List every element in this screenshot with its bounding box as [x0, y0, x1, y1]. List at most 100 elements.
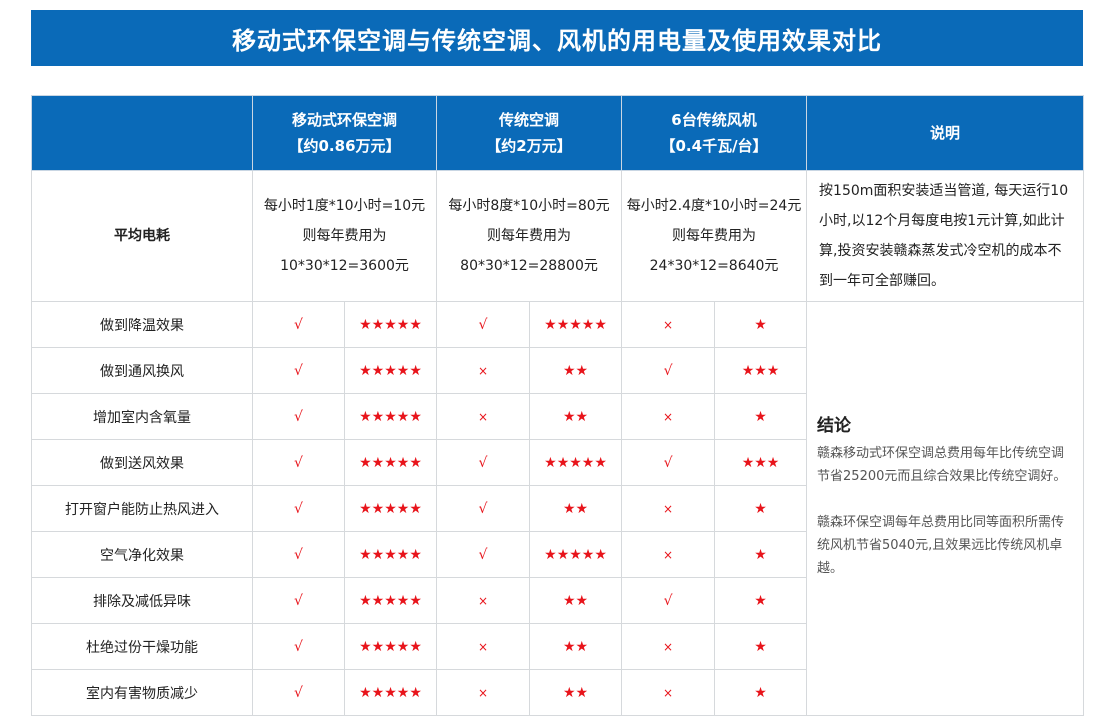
header-traditional-ac: 传统空调【约2万元】 — [436, 95, 623, 171]
check-mark: √ — [252, 577, 345, 624]
check-mark: √ — [252, 669, 345, 716]
header-price: 【0.4千瓦/台】 — [660, 137, 768, 155]
table-row: 空气净化效果 √ ★★★★★ √ ★★★★★ × ★ — [31, 531, 1084, 578]
row-label: 打开窗户能防止热风进入 — [31, 485, 253, 532]
header-name: 传统空调 — [499, 111, 560, 129]
cross-mark: × — [436, 347, 531, 394]
power-cell: 每小时8度*10小时=80元 则每年费用为 80*30*12=28800元 — [436, 170, 623, 302]
check-mark: √ — [621, 577, 716, 624]
star-rating: ★★★★★ — [343, 301, 438, 348]
cross-mark: × — [436, 577, 531, 624]
power-line: 则每年费用为 — [302, 228, 387, 244]
header-price: 【约2万元】 — [486, 137, 572, 155]
star-rating: ★★ — [529, 577, 623, 624]
header-fans: 6台传统风机 【0.4千瓦/台】 — [621, 95, 808, 171]
row-label: 排除及减低异味 — [31, 577, 253, 624]
power-line: 每小时1度*10小时=10元 — [263, 198, 426, 214]
power-row: 平均电耗 每小时1度*10小时=10元 则每年费用为 10*30*12=3600元 … — [31, 170, 1085, 302]
power-line: 则每年费用为 — [672, 228, 757, 244]
star-rating: ★★★★★ — [343, 577, 438, 624]
power-line: 每小时8度*10小时=80元 — [448, 198, 610, 214]
check-mark: √ — [436, 485, 531, 532]
power-cell: 每小时2.4度*10小时=24元 则每年费用为 24*30*12=8640元 — [621, 170, 808, 302]
power-note: 按150m面积安装适当管道, 每天运行10小时,以12个月每度电按1元计算,如此… — [806, 170, 1085, 302]
cross-mark: × — [621, 531, 716, 578]
star-rating: ★ — [714, 669, 808, 716]
star-rating: ★★★★★ — [343, 531, 438, 578]
star-rating: ★★★★★ — [343, 669, 438, 716]
header-blank — [31, 95, 253, 171]
star-rating: ★★★ — [714, 347, 808, 394]
power-line: 每小时2.4度*10小时=24元 — [626, 198, 802, 214]
row-label: 做到降温效果 — [31, 301, 253, 348]
power-cell: 每小时1度*10小时=10元 则每年费用为 10*30*12=3600元 — [251, 170, 438, 302]
check-mark: √ — [621, 439, 716, 486]
cross-mark: × — [621, 669, 716, 716]
check-mark: √ — [436, 301, 531, 348]
table-row: 做到降温效果 √ ★★★★★ √ ★★★★★ × ★ 结论 赣森移动式环保空调总费用每年比传… — [31, 301, 1085, 716]
cross-mark: × — [621, 393, 716, 440]
cross-mark: × — [621, 623, 716, 670]
header-mobile-ac: 移动式环保空调 【约0.86万元】 — [251, 95, 438, 171]
row-label: 室内有害物质减少 — [31, 669, 253, 716]
cross-mark: × — [436, 669, 531, 716]
table-row: 排除及减低异味 √ ★★★★★ × ★★ √ ★ — [31, 577, 1084, 624]
cross-mark: × — [621, 301, 716, 348]
header-name: 移动式环保空调 — [292, 111, 398, 129]
check-mark: √ — [252, 439, 345, 486]
row-label: 空气净化效果 — [31, 531, 253, 578]
star-rating: ★ — [714, 623, 808, 670]
conclusion: 结论 赣森移动式环保空调总费用每年比传统空调节省25200元而且综合效果比传统空… — [806, 301, 1085, 716]
row-label: 做到通风换风 — [31, 347, 253, 394]
table-row: 室内有害物质减少 √ ★★★★★ × ★★ × ★ — [31, 669, 1084, 716]
star-rating: ★★ — [529, 623, 623, 670]
header-row: 移动式环保空调 【约0.86万元】 传统空调【约2万元】 6台传统风机 【0.4千瓦… — [31, 95, 1085, 171]
power-line: 10*30*12=3600元 — [280, 258, 409, 274]
star-rating: ★★★★★ — [343, 485, 438, 532]
check-mark: √ — [252, 485, 345, 532]
check-mark: √ — [252, 301, 345, 348]
power-line: 80*30*12=28800元 — [460, 258, 598, 274]
power-line: 则每年费用为 — [487, 228, 572, 244]
table-row: 杜绝过份干燥功能 √ ★★★★★ × ★★ × ★ — [31, 623, 1084, 670]
star-rating: ★★★★★ — [343, 393, 438, 440]
row-label: 杜绝过份干燥功能 — [31, 623, 253, 670]
check-mark: √ — [252, 531, 345, 578]
star-rating: ★★★★★ — [529, 301, 623, 348]
check-mark: √ — [621, 347, 716, 394]
conclusion-paragraph: 赣森移动式环保空调总费用每年比传统空调节省25200元而且综合效果比传统空调好。 — [817, 445, 1067, 484]
header-name: 6台传统风机 — [671, 111, 757, 129]
star-rating: ★★★★★ — [529, 439, 623, 486]
check-mark: √ — [252, 393, 345, 440]
check-mark: √ — [252, 623, 345, 670]
comparison-table: 移动式环保空调 【约0.86万元】 传统空调【约2万元】 6台传统风机 【0.4千瓦… — [31, 95, 1085, 716]
table-row: 做到通风换风 √ ★★★★★ × ★★ √ ★★★ — [31, 347, 1084, 394]
star-rating: ★★★★★ — [529, 531, 623, 578]
star-rating: ★★★★★ — [343, 439, 438, 486]
star-rating: ★★ — [529, 485, 623, 532]
star-rating: ★ — [714, 301, 808, 348]
check-mark: √ — [252, 347, 345, 394]
star-rating: ★★★ — [714, 439, 808, 486]
cross-mark: × — [436, 623, 531, 670]
power-line: 24*30*12=8640元 — [649, 258, 779, 274]
cross-mark: × — [621, 485, 716, 532]
header-price: 【约0.86万元】 — [288, 137, 401, 155]
page-title: 移动式环保空调与传统空调、风机的用电量及使用效果对比 — [31, 10, 1083, 66]
conclusion-paragraph: 赣森环保空调每年总费用比同等面积所需传统风机节省5040元,且效果远比传统风机卓… — [817, 514, 1065, 576]
star-rating: ★★ — [529, 347, 623, 394]
row-label: 做到送风效果 — [31, 439, 253, 486]
table-row: 打开窗户能防止热风进入 √ ★★★★★ √ ★★ × ★ — [31, 485, 1084, 532]
conclusion-heading: 结论 — [817, 415, 852, 436]
check-mark: √ — [436, 439, 531, 486]
row-label: 增加室内含氧量 — [31, 393, 253, 440]
star-rating: ★★ — [529, 669, 623, 716]
star-rating: ★ — [714, 393, 808, 440]
table-row: 做到送风效果 √ ★★★★★ √ ★★★★★ √ ★★★ — [31, 439, 1084, 486]
check-mark: √ — [436, 531, 531, 578]
star-rating: ★★ — [529, 393, 623, 440]
star-rating: ★ — [714, 485, 808, 532]
star-rating: ★ — [714, 531, 808, 578]
row-label: 平均电耗 — [31, 170, 253, 302]
star-rating: ★★★★★ — [343, 623, 438, 670]
